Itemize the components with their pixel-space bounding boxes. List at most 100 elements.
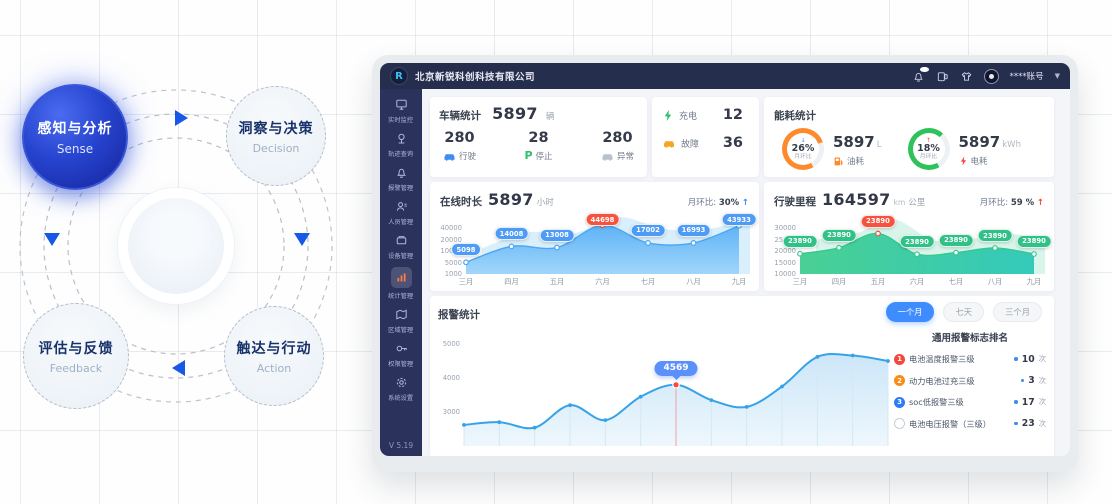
card-title: 在线时长: [440, 196, 482, 208]
mileage-chart-canvas: [797, 219, 1045, 274]
point-label: 43933: [721, 213, 757, 226]
x-axis-tick: 七月: [948, 277, 964, 286]
mileage-unit-km: km: [893, 198, 906, 207]
tab-seven-days[interactable]: 七天: [943, 302, 985, 322]
online-hours-card: 在线时长 5897 小时 月环比: 30% ↑ 4000020000100005…: [430, 182, 759, 291]
stat-abnormal: 280 异常: [601, 130, 634, 162]
sidebar-item-settings[interactable]: 系统设置: [387, 375, 414, 402]
avatar[interactable]: [983, 68, 999, 84]
x-axis-tick: 六月: [595, 277, 610, 286]
notification-bell-icon[interactable]: [912, 66, 929, 83]
node-action[interactable]: 触达与行动 Action: [224, 306, 324, 406]
chart-tooltip: 4569: [654, 360, 698, 376]
sidebar-item-realtime[interactable]: 实时监控: [387, 97, 414, 124]
count-dot-icon: [1014, 421, 1018, 426]
stat-value: 280: [602, 130, 633, 146]
topbar: R 北京新锐科创科技有限公司 ****账号 ▼: [380, 63, 1070, 89]
rank-badge: [894, 418, 905, 429]
sidebar-item-label: 系统设置: [388, 394, 414, 402]
sidebar-item-stats-active[interactable]: 统计管理: [387, 267, 414, 300]
sidebar-item-people[interactable]: 人员管理: [387, 199, 414, 226]
online-hours-chart[interactable]: 40000200001000050001000三月四月五月六月七月八月九月509…: [436, 212, 757, 287]
card-title: 能耗统计: [774, 110, 816, 122]
electric-mom-pct: 18%: [917, 143, 940, 155]
car-driving-icon: [444, 153, 455, 161]
device-icon: [396, 236, 406, 245]
alarm-range-tabs: 一个月 七天 三个月: [885, 302, 1042, 322]
rank-count: 23: [1021, 418, 1035, 429]
tab-three-months[interactable]: 三个月: [993, 302, 1042, 322]
sidebar-item-alarm[interactable]: 报警管理: [387, 165, 414, 192]
sidebar-item-region[interactable]: 区域管理: [387, 307, 414, 334]
sidebar: 实时监控 轨迹查询 报警管理 人员管理 设备管理 统计管理 区域管理: [380, 89, 422, 456]
stat-value: 28: [528, 130, 549, 146]
notification-bubble: [919, 66, 929, 72]
y-axis-tick: 15000: [774, 258, 796, 267]
rank-row[interactable]: 1 电池温度报警三级 10 次: [894, 353, 1046, 365]
y-axis-tick: 3000: [442, 408, 460, 416]
online-hours-value: 5897: [488, 190, 534, 209]
point-label: 17002: [630, 223, 666, 237]
y-axis-tick: 1000: [444, 270, 462, 278]
mileage-mom: 月环比: 59 % ↑: [979, 198, 1044, 208]
arrow-left-icon: [172, 360, 185, 376]
car-abnormal-icon: [602, 153, 613, 161]
mileage-unit: 公里: [908, 198, 926, 208]
stat-driving: 280 行驶: [443, 130, 476, 162]
node-sense-en: Sense: [56, 142, 94, 156]
x-axis-tick: 六月: [909, 277, 925, 286]
x-axis-tick: 四月: [831, 277, 847, 286]
sidebar-item-label: 统计管理: [388, 292, 414, 300]
charging-row: 充电 12: [662, 107, 749, 123]
electric-donut: ↑ 18% 月环比: [907, 128, 950, 170]
stat-label: 异常: [616, 152, 634, 162]
alarm-chart[interactable]: 5000 4000 3000 4569: [434, 328, 902, 452]
alarm-bell-icon: [396, 168, 406, 178]
y-axis-tick: 4000: [442, 374, 460, 382]
app-version: V 5.19: [388, 441, 414, 450]
trend-arrow-icon: ↑: [1036, 198, 1044, 208]
node-sense[interactable]: 感知与分析 Sense: [22, 84, 128, 190]
point-label: 13008: [539, 228, 575, 242]
rank-row[interactable]: 电池电压报警（三级） 23 次: [894, 418, 1046, 430]
sidebar-item-label: 轨迹查询: [388, 150, 414, 158]
y-axis-tick: 5000: [442, 340, 460, 348]
fuel-icon: [834, 156, 843, 165]
rank-name: soc低报警三级: [909, 397, 964, 407]
sidebar-item-permission[interactable]: 权限管理: [387, 341, 414, 368]
fuel-label: 油耗: [847, 156, 865, 167]
settings-icon: [396, 377, 406, 388]
rank-badge: 1: [894, 353, 905, 365]
chevron-down-icon[interactable]: ▼: [1054, 72, 1060, 80]
alarm-chart-canvas: [462, 353, 890, 446]
shirt-icon[interactable]: [960, 70, 973, 83]
x-axis-tick: 五月: [870, 277, 886, 286]
node-feedback-en: Feedback: [49, 361, 103, 375]
online-mom: 月环比: 30% ↑: [687, 198, 749, 208]
node-decision[interactable]: 洞察与决策 Decision: [226, 86, 326, 186]
mileage-chart[interactable]: 3000025000200001500010000三月四月五月六月七月八月九月2…: [770, 212, 1052, 287]
point-label: 23890: [860, 214, 896, 228]
point-label: 23890: [938, 233, 974, 247]
sidebar-item-label: 区域管理: [388, 326, 414, 334]
rank-badge: 2: [894, 375, 905, 386]
vehicle-total-unit: 辆: [545, 112, 555, 122]
rank-count: 10: [1021, 353, 1035, 365]
sidebar-item-track[interactable]: 轨迹查询: [387, 131, 414, 158]
rank-row[interactable]: 2 动力电池过充三级 3 次: [894, 375, 1046, 387]
fuel-unit: L: [876, 139, 882, 150]
panel-icon[interactable]: [936, 70, 949, 83]
account-name[interactable]: ****账号: [1009, 72, 1044, 82]
fuel-mom-label: 月环比: [794, 154, 812, 161]
fuel-gauge: ↓ 26% 月环比 5897 L 油耗: [782, 128, 882, 170]
node-decision-zh: 洞察与决策: [238, 120, 314, 137]
node-feedback[interactable]: 评估与反馈 Feedback: [23, 303, 129, 409]
trend-arrow-icon: ↑: [741, 198, 749, 208]
electric-mom-label: 月环比: [919, 154, 938, 161]
people-icon: [396, 202, 407, 211]
rank-row[interactable]: 3 soc低报警三级 17 次: [894, 396, 1046, 408]
tab-one-month[interactable]: 一个月: [885, 302, 935, 322]
sidebar-item-device[interactable]: 设备管理: [387, 233, 414, 260]
electric-value: 5897: [958, 132, 1001, 151]
stat-label: 行驶: [459, 152, 477, 162]
